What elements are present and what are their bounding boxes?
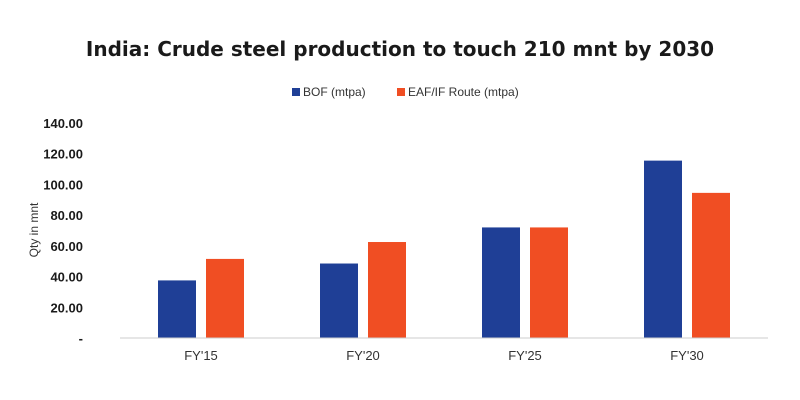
y-tick-label: 80.00 bbox=[50, 208, 83, 223]
x-category-label: FY'25 bbox=[508, 348, 542, 363]
bars bbox=[158, 160, 730, 338]
legend-label-bof: BOF (mtpa) bbox=[303, 85, 366, 99]
bar-eaf-2 bbox=[530, 227, 568, 338]
x-axis-categories: FY'15 FY'20 FY'25 FY'30 bbox=[184, 348, 704, 363]
chart-title: India: Crude steel production to touch 2… bbox=[86, 37, 714, 61]
bar-eaf-1 bbox=[368, 242, 406, 338]
bar-bof-2 bbox=[482, 227, 520, 338]
y-tick-label: 140.00 bbox=[43, 116, 83, 131]
y-tick-label: 60.00 bbox=[50, 239, 83, 254]
legend-swatch-eaf bbox=[397, 88, 405, 96]
bar-bof-3 bbox=[644, 160, 682, 338]
legend-swatch-bof bbox=[292, 88, 300, 96]
bar-bof-0 bbox=[158, 280, 196, 338]
x-category-label: FY'30 bbox=[670, 348, 704, 363]
y-axis-label: Qty in mnt bbox=[27, 202, 41, 257]
bar-eaf-0 bbox=[206, 258, 244, 338]
legend-label-eaf: EAF/IF Route (mtpa) bbox=[408, 85, 519, 99]
y-tick-label: - bbox=[79, 331, 83, 346]
bar-eaf-3 bbox=[692, 192, 730, 338]
y-tick-label: 120.00 bbox=[43, 147, 83, 162]
x-category-label: FY'20 bbox=[346, 348, 380, 363]
y-tick-label: 40.00 bbox=[50, 270, 83, 285]
y-tick-label: 100.00 bbox=[43, 177, 83, 192]
x-category-label: FY'15 bbox=[184, 348, 218, 363]
y-axis-ticks: - 20.00 40.00 60.00 80.00 100.00 120.00 140.00 bbox=[43, 116, 83, 346]
bar-bof-1 bbox=[320, 263, 358, 338]
legend: BOF (mtpa) EAF/IF Route (mtpa) bbox=[292, 85, 519, 99]
y-tick-label: 20.00 bbox=[50, 300, 83, 315]
